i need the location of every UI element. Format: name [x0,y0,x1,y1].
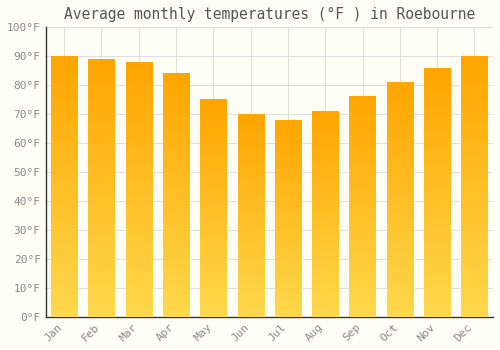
Bar [462,56,487,317]
Bar [200,100,226,317]
Bar [88,59,115,317]
Bar [387,82,413,317]
Bar [350,97,376,317]
Title: Average monthly temperatures (°F ) in Roebourne: Average monthly temperatures (°F ) in Ro… [64,7,475,22]
Bar [424,68,450,317]
Bar [238,114,264,317]
Bar [163,74,189,317]
Bar [51,56,78,317]
Bar [312,111,338,317]
Bar [275,120,301,317]
Bar [126,62,152,317]
